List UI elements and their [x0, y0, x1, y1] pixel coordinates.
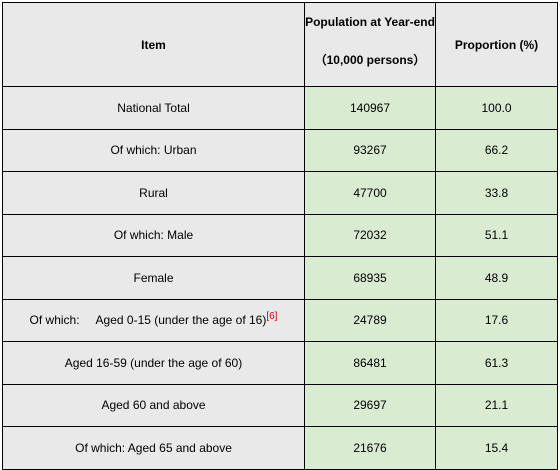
row-proportion-cell: 48.9 — [435, 256, 558, 300]
reference-note-link[interactable]: [6] — [266, 311, 278, 323]
table-row: Rural 47700 33.8 — [2, 171, 558, 215]
row-proportion-value: 100.0 — [481, 100, 512, 115]
header-population: Population at Year-end （10,000 persons） — [304, 2, 436, 87]
row-proportion-value: 15.4 — [484, 440, 509, 455]
row-proportion-value: 21.1 — [484, 398, 509, 413]
row-proportion-value: 17.6 — [484, 313, 509, 328]
row-item-label: National Total — [117, 100, 190, 115]
row-population-value: 140967 — [349, 100, 391, 115]
row-item-cell: Aged 60 and above — [2, 383, 305, 427]
row-population-cell: 47700 — [304, 171, 436, 215]
row-population-cell: 68935 — [304, 256, 436, 300]
row-item-prefix: Of which: — [29, 313, 80, 328]
row-population-cell: 24789 — [304, 298, 436, 342]
table-row: Of which: Male 72032 51.1 — [2, 213, 558, 257]
row-item-cell: Of which: Urban — [2, 128, 305, 172]
row-item-cell: Of which: Male — [2, 213, 305, 257]
row-item-label: Aged 60 and above — [101, 398, 206, 413]
row-item-cell: Rural — [2, 171, 305, 215]
row-proportion-cell: 51.1 — [435, 213, 558, 257]
row-item-cell: Aged 16-59 (under the age of 60) — [2, 341, 305, 385]
table-row: National Total 140967 100.0 — [2, 86, 558, 130]
row-item-cell: National Total — [2, 86, 305, 130]
row-population-value: 47700 — [353, 185, 387, 200]
row-population-value: 21676 — [353, 440, 387, 455]
row-proportion-value: 48.9 — [484, 270, 509, 285]
table-row: Of which: Urban 93267 66.2 — [2, 128, 558, 172]
row-item-cell: Female — [2, 256, 305, 300]
table-row: Of which: Aged 0-15 (under the age of 16)… — [2, 298, 558, 342]
row-proportion-cell: 61.3 — [435, 341, 558, 385]
row-population-cell: 21676 — [304, 426, 436, 470]
table-row: Aged 16-59 (under the age of 60) 86481 6… — [2, 341, 558, 385]
row-proportion-value: 61.3 — [484, 355, 509, 370]
row-proportion-cell: 33.8 — [435, 171, 558, 215]
row-item-cell: Of which: Aged 65 and above — [2, 426, 305, 470]
row-population-value: 86481 — [353, 355, 387, 370]
header-proportion-label: Proportion (%) — [454, 37, 539, 52]
table-row: Female 68935 48.9 — [2, 256, 558, 300]
row-proportion-cell: 17.6 — [435, 298, 558, 342]
row-proportion-cell: 66.2 — [435, 128, 558, 172]
table-header-row: Item Population at Year-end （10,000 pers… — [2, 2, 558, 87]
row-item-label: Of which: Male — [113, 228, 194, 243]
header-population-label: Population at Year-end — [305, 15, 435, 29]
row-proportion-cell: 100.0 — [435, 86, 558, 130]
row-population-value: 29697 — [353, 398, 387, 413]
row-item-label: Of which: Aged 65 and above — [75, 440, 232, 455]
row-item-label: Female — [133, 270, 174, 285]
header-population-unit: （10,000 persons） — [314, 53, 426, 67]
row-population-cell: 72032 — [304, 213, 436, 257]
row-population-cell: 93267 — [304, 128, 436, 172]
row-population-cell: 86481 — [304, 341, 436, 385]
row-item-label: Aged 0-15 (under the age of 16) — [95, 313, 267, 328]
row-population-value: 93267 — [353, 143, 387, 158]
row-population-cell: 140967 — [304, 86, 436, 130]
row-proportion-value: 66.2 — [484, 143, 509, 158]
header-item: Item — [2, 2, 305, 87]
row-proportion-value: 33.8 — [484, 185, 509, 200]
row-population-value: 72032 — [353, 228, 387, 243]
header-item-label: Item — [141, 37, 166, 52]
row-proportion-value: 51.1 — [484, 228, 509, 243]
row-population-value: 24789 — [353, 313, 387, 328]
table-row: Aged 60 and above 29697 21.1 — [2, 383, 558, 427]
row-item-label: Of which: Urban — [110, 143, 197, 158]
row-proportion-cell: 21.1 — [435, 383, 558, 427]
row-item-label: Aged 16-59 (under the age of 60) — [64, 355, 243, 370]
row-item-cell: Of which: Aged 0-15 (under the age of 16)… — [2, 298, 305, 342]
table-row: Of which: Aged 65 and above 21676 15.4 — [2, 426, 558, 470]
row-population-cell: 29697 — [304, 383, 436, 427]
header-proportion: Proportion (%) — [435, 2, 558, 87]
row-proportion-cell: 15.4 — [435, 426, 558, 470]
row-population-value: 68935 — [353, 270, 387, 285]
row-item-label: Rural — [139, 185, 168, 200]
